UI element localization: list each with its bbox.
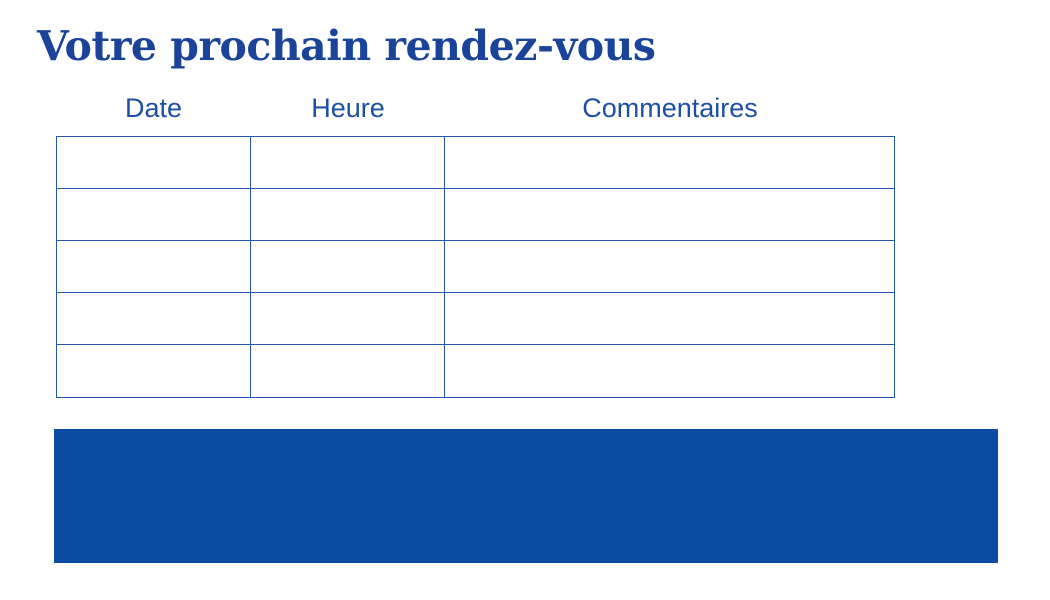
- table-cell-date: [57, 137, 251, 190]
- table-cell-heure: [251, 345, 445, 398]
- table-cell-heure: [251, 241, 445, 294]
- table-cell-commentaires: [444, 241, 894, 294]
- page-title: Votre prochain rendez-vous: [37, 22, 656, 70]
- column-header-commentaires: Commentaires: [582, 93, 758, 123]
- table-cell-date: [57, 345, 251, 398]
- table-cell-date: [57, 293, 251, 346]
- appointments-table: [56, 136, 895, 399]
- table-cell-commentaires: [444, 189, 894, 242]
- table-cell-commentaires: [444, 137, 894, 190]
- table-cell-commentaires: [445, 345, 895, 397]
- column-header-date: Date: [124, 93, 183, 123]
- table-cell-heure: [251, 189, 445, 242]
- column-header-heure: Heure: [311, 93, 385, 123]
- table-cell-heure: [251, 293, 445, 346]
- table-cell-date: [57, 189, 251, 242]
- table-header-row: Date Heure Commentaires: [56, 92, 895, 124]
- table-cell-heure: [251, 137, 445, 190]
- table-cell-date: [57, 241, 251, 294]
- bottom-banner: [54, 429, 998, 563]
- table-cell-commentaires: [444, 293, 894, 346]
